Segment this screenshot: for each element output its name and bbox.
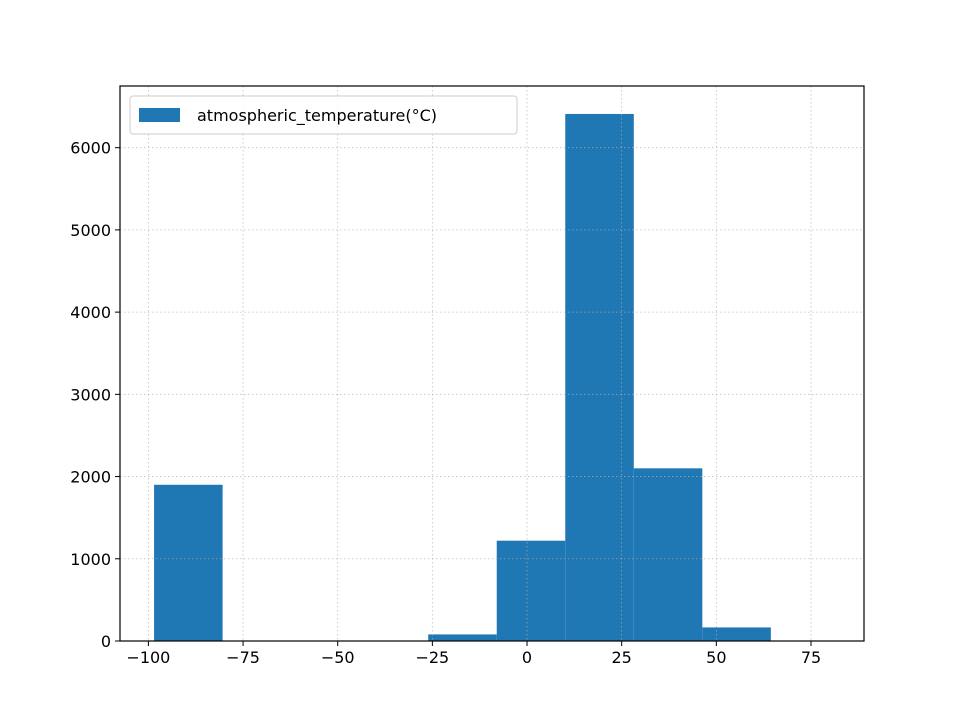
x-tick-label: −25 [415, 648, 449, 667]
x-tick-label: 0 [522, 648, 532, 667]
y-tick-label: 2000 [70, 468, 111, 487]
histogram-bar [633, 468, 703, 641]
plot-area: −100 −75 −50 −25 0 25 50 75 0 1000 2000 3000 4000 50… [70, 85, 865, 667]
y-tick-label: 4000 [70, 303, 111, 322]
x-tick-label: 50 [706, 648, 726, 667]
y-tick-label: 3000 [70, 385, 111, 404]
histogram-bar [428, 634, 497, 641]
bars [154, 113, 771, 641]
legend-box [129, 95, 518, 135]
legend-label: atmospheric_temperature(°C) [197, 106, 437, 126]
y-tick-label: 0 [101, 632, 111, 651]
x-tick-label: −75 [226, 648, 260, 667]
legend: atmospheric_temperature(°C) [129, 95, 518, 135]
y-tick-label: 6000 [70, 139, 111, 158]
y-axis: 0 1000 2000 3000 4000 5000 6000 [70, 139, 120, 651]
x-tick-label: −100 [126, 648, 170, 667]
plot-background [120, 86, 864, 641]
histogram-bar [154, 484, 223, 641]
histogram-bar [702, 627, 771, 641]
x-tick-label: 75 [801, 648, 821, 667]
y-tick-label: 1000 [70, 550, 111, 569]
legend-swatch [139, 108, 180, 122]
x-axis: −100 −75 −50 −25 0 25 50 75 [126, 641, 821, 667]
histogram-bar [565, 113, 634, 641]
axes-frame [119, 85, 865, 642]
histogram-bar [496, 540, 566, 641]
y-tick-label: 5000 [70, 221, 111, 240]
x-tick-label: −50 [321, 648, 355, 667]
x-tick-label: 25 [611, 648, 631, 667]
